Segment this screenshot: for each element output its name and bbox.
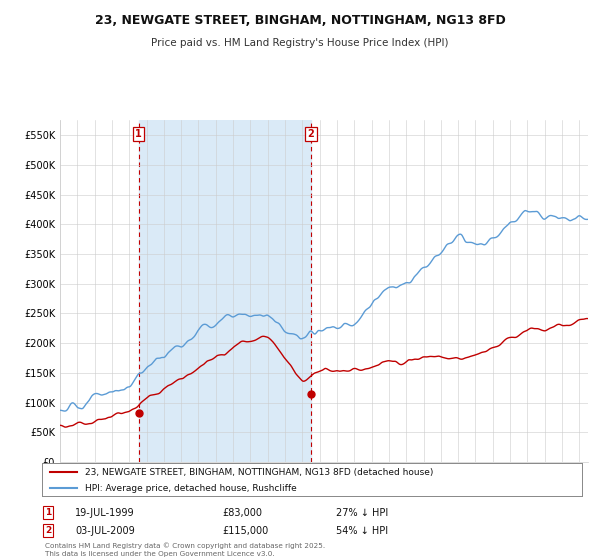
- Text: £83,000: £83,000: [222, 508, 262, 518]
- Text: 03-JUL-2009: 03-JUL-2009: [75, 526, 135, 536]
- Text: HPI: Average price, detached house, Rushcliffe: HPI: Average price, detached house, Rush…: [85, 484, 297, 493]
- Text: 54% ↓ HPI: 54% ↓ HPI: [336, 526, 388, 536]
- Text: 19-JUL-1999: 19-JUL-1999: [75, 508, 134, 518]
- Text: Contains HM Land Registry data © Crown copyright and database right 2025.
This d: Contains HM Land Registry data © Crown c…: [45, 542, 325, 557]
- Text: 2: 2: [308, 129, 314, 139]
- Text: 27% ↓ HPI: 27% ↓ HPI: [336, 508, 388, 518]
- Text: Price paid vs. HM Land Registry's House Price Index (HPI): Price paid vs. HM Land Registry's House …: [151, 38, 449, 48]
- Text: 2: 2: [45, 526, 51, 535]
- Text: 1: 1: [135, 129, 142, 139]
- Text: 23, NEWGATE STREET, BINGHAM, NOTTINGHAM, NG13 8FD: 23, NEWGATE STREET, BINGHAM, NOTTINGHAM,…: [95, 14, 505, 27]
- Text: 1: 1: [45, 508, 51, 517]
- Text: £115,000: £115,000: [222, 526, 268, 536]
- Text: 23, NEWGATE STREET, BINGHAM, NOTTINGHAM, NG13 8FD (detached house): 23, NEWGATE STREET, BINGHAM, NOTTINGHAM,…: [85, 468, 434, 477]
- Bar: [139, 120, 311, 462]
